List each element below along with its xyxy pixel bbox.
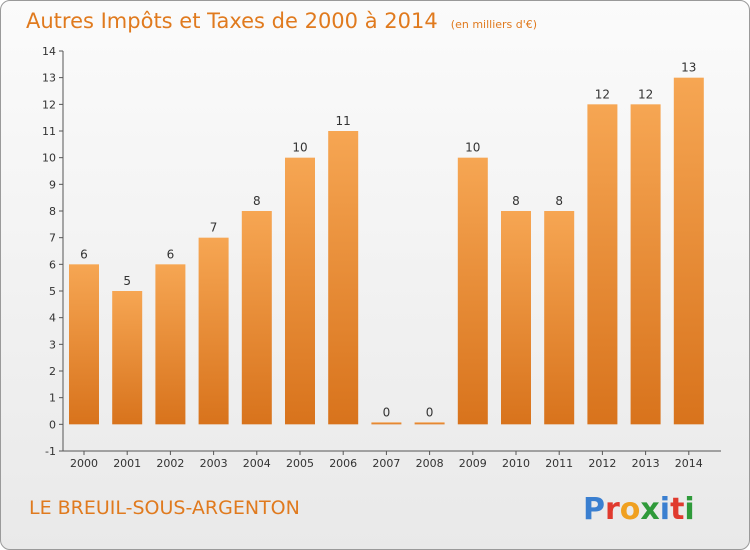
chart-title: Autres Impôts et Taxes de 2000 à 2014 (e… [26,9,537,33]
y-tick-label: 3 [49,338,56,351]
y-tick-label: 8 [49,205,56,218]
x-tick-label: 2014 [675,457,703,470]
x-tick-label: 2012 [588,457,616,470]
bars [69,77,704,425]
y-tick-label: 14 [42,45,56,58]
bar [328,131,359,425]
x-tick-label: 2003 [200,457,228,470]
y-tick-label: 0 [49,418,56,431]
y-tick-label: 12 [42,98,56,111]
x-tick-label: 2011 [545,457,573,470]
y-tick-label: 1 [49,392,56,405]
x-tick-label: 2000 [70,457,98,470]
bar [587,104,618,425]
x-tick-label: 2008 [416,457,444,470]
logo-letter: i [660,492,670,527]
bar [371,422,402,425]
y-tick-label: 13 [42,72,56,85]
data-label: 13 [681,61,696,75]
x-tick-label: 2004 [243,457,271,470]
logo-letter: i [684,492,694,527]
x-tick-label: 2009 [459,457,487,470]
y-tick-label: 4 [49,312,56,325]
data-label: 12 [595,87,610,101]
bar [630,104,661,425]
proxiti-logo: Proxiti [583,492,695,527]
data-label: 5 [123,274,131,288]
bar [673,77,704,425]
bar [501,211,531,425]
bar [241,211,272,425]
bar [155,264,186,425]
bar [457,157,488,425]
logo-letter: t [670,492,684,527]
commune-name: LE BREUIL-SOUS-ARGENTON [29,497,300,519]
logo-letter: P [583,492,605,527]
y-tick-label: 5 [49,285,56,298]
axes [62,51,721,452]
x-tick-label: 2002 [156,457,184,470]
x-tick-label: 2013 [632,457,660,470]
x-axis-ticks: 2000 2001 2002 2003 2004 2005 2006 2007 2008 2009… [70,451,703,470]
y-tick-label: 7 [49,232,56,245]
data-label: 8 [253,194,261,208]
data-label: 11 [336,114,351,128]
y-tick-label: 11 [42,125,56,138]
bar [69,264,99,425]
data-label: 10 [465,141,480,155]
logo-letter: o [620,492,641,527]
y-tick-label: 9 [49,178,56,191]
y-tick-label: 10 [42,152,56,165]
data-label: 0 [426,405,434,419]
x-tick-label: 2001 [113,457,141,470]
data-label: 6 [167,247,175,261]
data-label: 10 [292,141,307,155]
value-labels: 6 5 6 7 8 10 11 0 0 10 8 8 12 12 13 [80,61,696,420]
bar [544,211,575,425]
bar [414,422,445,425]
y-tick-label: 6 [49,258,56,271]
bar [198,237,229,425]
x-tick-label: 2006 [329,457,357,470]
data-label: 12 [638,87,653,101]
y-tick-label: 2 [49,365,56,378]
data-label: 8 [555,194,563,208]
x-tick-label: 2010 [502,457,530,470]
bar [112,291,143,425]
x-tick-label: 2005 [286,457,314,470]
logo-letter: r [605,492,620,527]
data-label: 0 [383,405,391,419]
data-label: 6 [80,247,88,261]
data-label: 8 [512,194,520,208]
bar [285,157,315,425]
y-tick-label: -1 [45,445,56,458]
data-label: 7 [210,221,218,235]
x-tick-label: 2007 [372,457,400,470]
logo-letter: x [640,492,659,527]
